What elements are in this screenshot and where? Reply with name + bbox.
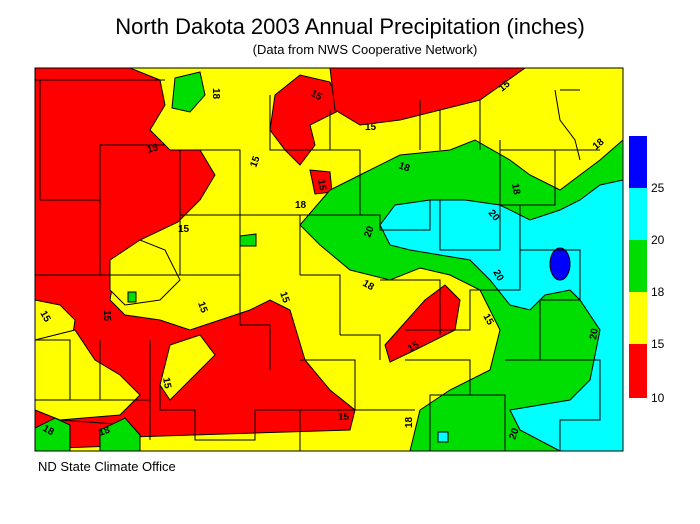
county-boundaries	[34, 67, 624, 452]
contour-label: 20	[490, 268, 505, 284]
legend: 25 20 18 15 10	[629, 136, 665, 405]
contour-label: 15	[309, 88, 325, 103]
contour-label: 15	[37, 309, 52, 325]
contour-label: 18	[97, 425, 112, 439]
legend-swatch-18-20	[629, 240, 647, 292]
contour-label: 18	[361, 278, 377, 293]
contour-label: 15	[178, 224, 190, 235]
contour-label: 15	[277, 290, 291, 305]
contour-label: 20	[588, 327, 601, 340]
contour-label: 18	[404, 416, 415, 428]
legend-tick-label: 10	[651, 391, 665, 405]
contour-label: 15	[338, 412, 350, 423]
contour-label: 15	[365, 122, 377, 133]
contour-label: 15	[160, 377, 173, 390]
contour-label: 18	[41, 423, 57, 438]
legend-swatch-15-18	[629, 292, 647, 344]
legend-tick-label: 20	[651, 233, 665, 247]
contour-labels: 15 18 15 15 15 15 18 15 18 18 18 20 20 1…	[37, 78, 606, 441]
legend-swatch-10-15	[629, 344, 647, 398]
contour-label: 20	[507, 426, 521, 441]
band-25-plus-region	[549, 247, 571, 281]
contour-label: 15	[406, 339, 422, 354]
contour-label: 15	[146, 142, 160, 156]
contour-label: 18	[295, 200, 307, 211]
contour-label: 15	[101, 310, 112, 322]
legend-tick-label: 18	[651, 285, 665, 299]
legend-tick-label: 15	[651, 337, 665, 351]
contour-label: 15	[248, 154, 262, 169]
band-20-25-regions	[379, 179, 624, 452]
contour-label: 15	[195, 300, 209, 315]
legend-tick-label: 25	[651, 181, 665, 195]
contour-label: 18	[397, 160, 412, 174]
contour-label: 20	[362, 224, 376, 239]
contour-label: 15	[480, 312, 495, 328]
contour-label: 18	[509, 183, 522, 196]
page-title: North Dakota 2003 Annual Precipitation (…	[115, 14, 585, 39]
legend-swatch-20-25	[629, 188, 647, 240]
contour-label: 15	[315, 179, 328, 192]
contour-label: 18	[210, 88, 221, 100]
page-subtitle: (Data from NWS Cooperative Network)	[252, 42, 478, 57]
credit-text: ND State Climate Office	[38, 459, 176, 474]
legend-swatch-25-plus	[629, 136, 647, 188]
